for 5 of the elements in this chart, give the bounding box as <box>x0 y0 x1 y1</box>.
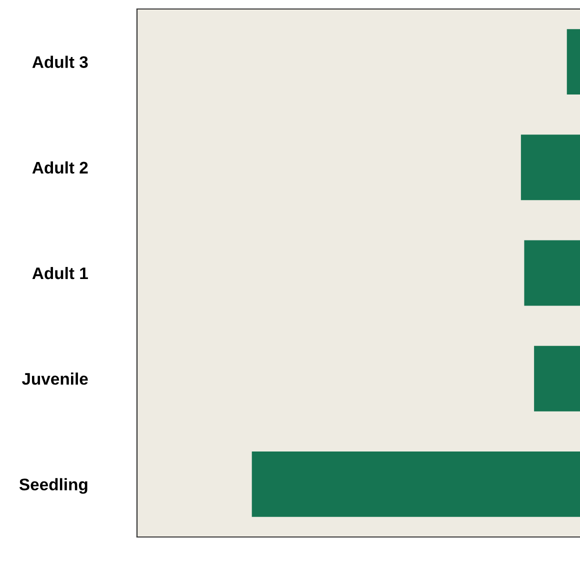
y-tick-label: Seedling <box>19 478 88 494</box>
y-tick-label: Adult 2 <box>32 161 88 174</box>
y-tick-label: Juvenile <box>22 372 88 385</box>
y-tick-label: Adult 1 <box>32 266 88 280</box>
y-tick-label: Adult 3 <box>32 56 88 68</box>
